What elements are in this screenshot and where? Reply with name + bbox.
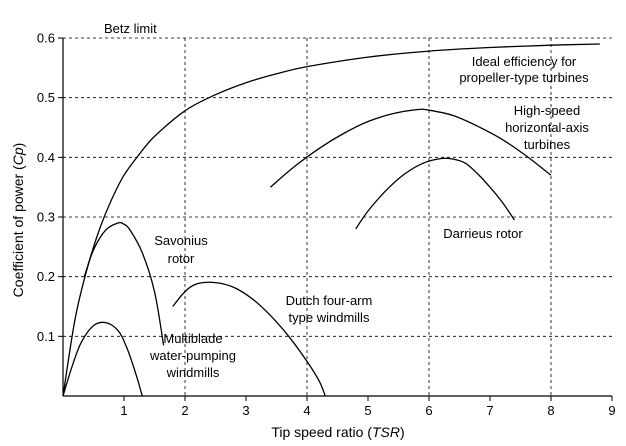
savonius-rotor-curve [83, 221, 165, 346]
x-tick-label-2: 2 [181, 403, 188, 418]
annotation-savonius: Savonius rotor [154, 233, 208, 266]
annotation-multiblade: Multiblade water-pumping windmills [149, 331, 236, 380]
annotation-darrieus: Darrieus rotor [443, 226, 523, 241]
y-tick-label-0.5: 0.5 [37, 90, 55, 105]
annotation-betz: Betz limit [104, 21, 157, 36]
y-axis-title: Coefficient of power (Cp) [10, 143, 26, 298]
y-tick-label-0.1: 0.1 [37, 329, 55, 344]
axes: 1 2 3 4 5 6 7 8 9 0.1 0.2 0.3 0.4 0.5 0.6 [37, 31, 616, 419]
y-tick-label-0.4: 0.4 [37, 150, 55, 165]
x-tick-label-6: 6 [425, 403, 432, 418]
x-tick-label-7: 7 [486, 403, 493, 418]
x-tick-label-5: 5 [364, 403, 371, 418]
multiblade-windmill-curve [62, 321, 143, 397]
y-tick-label-0.6: 0.6 [37, 31, 55, 46]
x-tick-label-8: 8 [547, 403, 554, 418]
curves [62, 43, 600, 397]
x-tick-label-9: 9 [608, 403, 615, 418]
dutch-four-arm-curve [172, 281, 326, 397]
darrieus-rotor-curve [355, 157, 515, 230]
high-speed-hawt-curve [269, 108, 552, 188]
y-tick-label-0.2: 0.2 [37, 269, 55, 284]
x-tick-label-4: 4 [303, 403, 310, 418]
y-tick-label-0.3: 0.3 [37, 210, 55, 225]
x-tick-label-1: 1 [120, 403, 127, 418]
annotations: Betz limit Ideal efficiency for propeller-… [104, 21, 589, 380]
grid-lines [63, 37, 612, 396]
x-axis-title: Tip speed ratio (TSR) [271, 424, 404, 440]
annotation-dutch: Dutch four-arm type windmills [286, 293, 373, 325]
x-tick-label-3: 3 [242, 403, 249, 418]
ideal-efficiency-curve [62, 43, 600, 397]
annotation-ideal: Ideal efficiency for propeller-type turbi… [459, 54, 589, 85]
annotation-highspeed: High-speed horizontal-axis turbines [505, 103, 589, 152]
